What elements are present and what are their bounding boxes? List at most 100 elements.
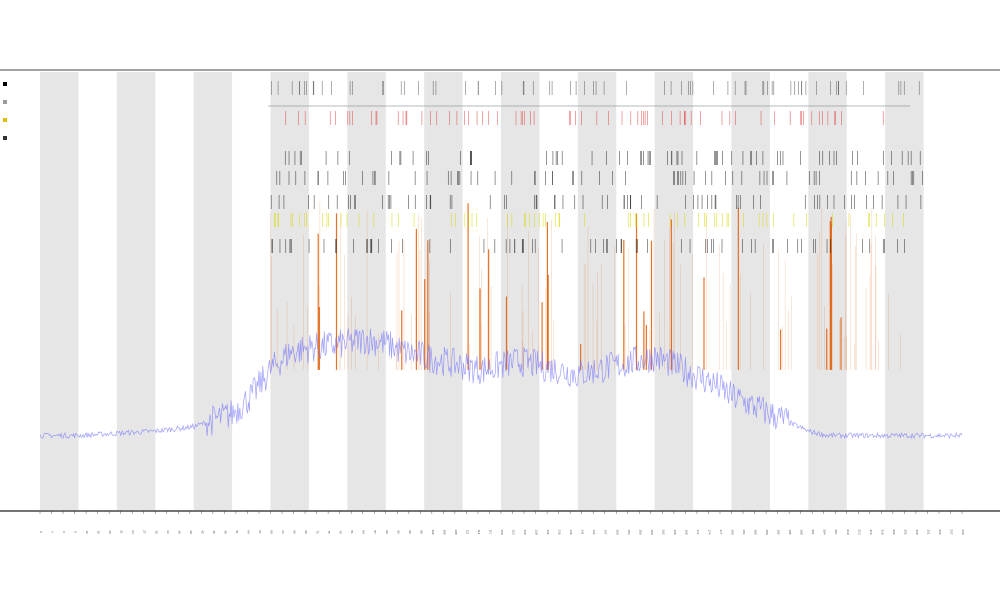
x-tick-label-1: 3 <box>51 531 55 533</box>
x-tick-label-70: 210 <box>846 529 850 534</box>
x-tick-label-41: 123 <box>512 529 516 534</box>
x-tick-label-76: 228 <box>915 529 919 534</box>
x-tick-label-23: 69 <box>304 530 308 534</box>
x-tick-label-15: 45 <box>212 530 216 534</box>
x-tick-label-8: 24 <box>131 530 135 534</box>
x-tick-label-80: 240 <box>961 529 965 534</box>
annotation-track-1 <box>285 111 884 125</box>
x-tick-label-72: 216 <box>869 529 873 534</box>
x-tick-label-53: 159 <box>650 529 654 534</box>
coverage-line <box>39 328 963 440</box>
x-tick-label-66: 198 <box>800 529 804 534</box>
x-tick-label-35: 105 <box>442 529 446 534</box>
x-tick-label-7: 21 <box>120 530 124 534</box>
x-tick-label-44: 132 <box>546 529 550 534</box>
x-tick-label-68: 204 <box>823 529 827 534</box>
x-tick-label-19: 57 <box>258 530 262 534</box>
legend-item-3 <box>3 136 7 140</box>
shaded-band-5 <box>424 72 463 510</box>
x-tick-label-62: 186 <box>754 529 758 534</box>
x-tick-label-79: 237 <box>949 529 953 534</box>
legend <box>3 82 7 140</box>
x-tick-label-56: 168 <box>684 529 688 534</box>
legend-item-0 <box>3 82 7 86</box>
x-tick-label-57: 171 <box>696 529 700 534</box>
x-tick-label-2: 6 <box>62 531 66 533</box>
x-tick-label-6: 18 <box>108 530 112 534</box>
x-tick-label-58: 174 <box>707 529 711 534</box>
legend-swatch <box>3 118 7 122</box>
x-tick-label-37: 111 <box>465 530 469 535</box>
annotation-track-0 <box>271 81 920 95</box>
x-tick-label-5: 15 <box>97 530 101 534</box>
shaded-band-0 <box>40 72 79 510</box>
x-tick-label-24: 72 <box>316 530 320 534</box>
x-tick-label-49: 147 <box>604 529 608 534</box>
x-tick-label-77: 231 <box>926 529 930 534</box>
x-tick-label-22: 66 <box>293 530 297 534</box>
annotation-track-6 <box>271 239 905 253</box>
x-tick-label-75: 225 <box>903 529 907 534</box>
shaded-bands <box>40 72 924 510</box>
x-tick-label-48: 144 <box>592 529 596 534</box>
x-tick-label-11: 33 <box>166 530 170 534</box>
x-tick-label-60: 180 <box>731 529 735 534</box>
legend-swatch <box>3 100 7 104</box>
annotation-track-4 <box>270 195 922 209</box>
chart-title <box>0 1 1000 27</box>
x-tick-label-74: 222 <box>892 529 896 534</box>
x-tick-label-18: 54 <box>246 530 250 534</box>
shaded-band-9 <box>731 72 770 510</box>
x-tick-label-25: 75 <box>327 530 331 534</box>
x-tick-label-52: 156 <box>638 529 642 534</box>
x-tick-label-13: 39 <box>189 530 193 534</box>
annotation-tracks <box>268 81 923 253</box>
x-tick-label-50: 150 <box>615 529 619 534</box>
x-tick-label-38: 114 <box>477 530 481 535</box>
x-tick-label-26: 78 <box>339 530 343 534</box>
x-tick-label-47: 141 <box>581 529 585 534</box>
x-tick-label-3: 9 <box>74 531 78 533</box>
shaded-band-3 <box>270 72 309 510</box>
x-tick-label-65: 195 <box>788 529 792 534</box>
annotation-track-2 <box>284 151 921 165</box>
x-tick-label-36: 108 <box>454 529 458 534</box>
x-tick-label-71: 213 <box>857 529 861 534</box>
x-tick-label-21: 63 <box>281 530 285 534</box>
x-tick-label-32: 96 <box>408 530 412 534</box>
x-tick-label-10: 30 <box>154 530 158 534</box>
x-tick-label-42: 126 <box>523 529 527 534</box>
x-tick-label-59: 177 <box>719 529 723 534</box>
coverage-line-series <box>39 328 963 440</box>
x-tick-label-45: 135 <box>558 529 562 534</box>
x-tick-label-0: 0 <box>39 531 43 533</box>
x-tick-label-17: 51 <box>235 530 239 534</box>
x-tick-label-61: 183 <box>742 529 746 534</box>
x-tick-label-9: 27 <box>143 530 147 534</box>
chart-title-block <box>0 6 1000 22</box>
shaded-band-10 <box>808 72 847 510</box>
x-tick-label-63: 189 <box>765 529 769 534</box>
x-tick-label-40: 120 <box>500 529 504 534</box>
axes: 0 3 6 9 12 15 18 21 24 27 30 33 36 39 42 45 48 51 54 57 60 63… <box>0 69 1000 535</box>
annotation-track-3 <box>276 171 923 185</box>
shaded-band-4 <box>347 72 386 510</box>
x-tick-label-31: 93 <box>396 530 400 534</box>
shaded-band-2 <box>193 72 233 510</box>
shaded-band-11 <box>885 72 924 510</box>
x-tick-label-20: 60 <box>270 530 274 534</box>
x-tick-label-16: 48 <box>223 530 227 534</box>
x-tick-label-33: 99 <box>419 530 423 534</box>
legend-swatch <box>3 136 7 140</box>
x-tick-label-64: 192 <box>777 529 781 534</box>
x-tick-label-55: 165 <box>673 529 677 534</box>
x-tick-label-12: 36 <box>177 530 181 534</box>
x-tick-label-14: 42 <box>200 530 204 534</box>
shaded-band-8 <box>654 72 694 510</box>
shaded-band-6 <box>501 72 540 510</box>
x-tick-label-67: 201 <box>811 529 815 534</box>
x-tick-label-51: 153 <box>627 529 631 534</box>
x-tick-label-27: 81 <box>350 530 354 534</box>
x-tick-label-28: 84 <box>362 530 366 534</box>
